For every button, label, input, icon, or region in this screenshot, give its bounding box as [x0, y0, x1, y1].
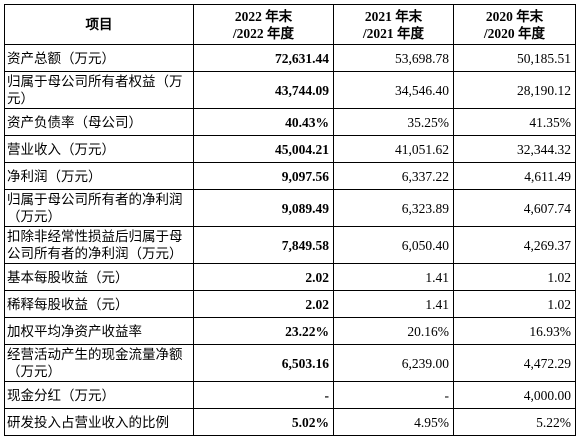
- value-cell: 9,089.49: [193, 189, 334, 227]
- value-cell: 34,546.40: [333, 71, 454, 109]
- table-row: 营业收入（万元） 45,004.21 41,051.62 32,344.32: [4, 135, 576, 163]
- row-label: 营业收入（万元）: [4, 135, 194, 163]
- row-label: 研发投入占营业收入的比例: [4, 408, 194, 436]
- value-cell: 1.02: [453, 290, 576, 318]
- row-label: 加权平均净资产收益率: [4, 317, 194, 345]
- row-label: 资产总额（万元）: [4, 44, 194, 72]
- header-row: 项目 2022 年末/2022 年度 2021 年末/2021 年度 2020 年末 /…: [4, 4, 576, 45]
- value-cell: 6,337.22: [333, 162, 454, 190]
- value-cell: 2.02: [193, 263, 334, 291]
- value-cell: 9,097.56: [193, 162, 334, 190]
- table-row: 研发投入占营业收入的比例 5.02% 4.95% 5.22%: [4, 408, 576, 436]
- value-cell: 28,190.12: [453, 71, 576, 109]
- value-cell: 4,611.49: [453, 162, 576, 190]
- financial-table: 项目 2022 年末/2022 年度 2021 年末/2021 年度 2020 年末 /…: [4, 4, 576, 436]
- value-cell: 16.93%: [453, 317, 576, 345]
- value-cell: 1.41: [333, 263, 454, 291]
- value-cell: 40.43%: [193, 108, 334, 136]
- value-cell: 72,631.44: [193, 44, 334, 72]
- value-cell: 35.25%: [333, 108, 454, 136]
- table-row: 归属于母公司所有者的净利润（万元） 9,089.49 6,323.89 4,607.7…: [4, 189, 576, 227]
- header-line: 项目: [85, 17, 113, 32]
- table-row: 资产负债率（母公司） 40.43% 35.25% 41.35%: [4, 108, 576, 136]
- header-line: 2020 年末: [485, 8, 544, 24]
- value-cell: 43,744.09: [193, 71, 334, 109]
- value-cell: 1.02: [453, 263, 576, 291]
- value-cell: 5.02%: [193, 408, 334, 436]
- value-cell: -: [193, 381, 334, 409]
- header-cell: 2022 年末/2022 年度: [193, 4, 334, 45]
- table-row: 经营活动产生的现金流量净额（万元） 6,503.16 6,239.00 4,472.2…: [4, 344, 576, 382]
- value-cell: 6,503.16: [193, 344, 334, 382]
- header-line: /2021 年度: [362, 25, 425, 41]
- value-cell: 1.41: [333, 290, 454, 318]
- value-cell: 4,607.74: [453, 189, 576, 227]
- table-row: 扣除非经常性损益后归属于母公司所有者的净利润（万元） 7,849.58 6,050.…: [4, 226, 576, 264]
- value-cell: 4,000.00: [453, 381, 576, 409]
- value-cell: 20.16%: [333, 317, 454, 345]
- value-cell: 5.22%: [453, 408, 576, 436]
- table-body: 资产总额（万元） 72,631.44 53,698.78 50,185.51 归属于母公…: [4, 44, 576, 436]
- row-label: 扣除非经常性损益后归属于母公司所有者的净利润（万元）: [4, 226, 194, 264]
- row-label: 归属于母公司所有者的净利润（万元）: [4, 189, 194, 227]
- table-row: 加权平均净资产收益率 23.22% 20.16% 16.93%: [4, 317, 576, 345]
- header-line: 2022 年末: [234, 8, 293, 24]
- table-row: 净利润（万元） 9,097.56 6,337.22 4,611.49: [4, 162, 576, 190]
- table-row: 现金分红（万元） - -4,000.00: [4, 381, 576, 409]
- header-line: 2021 年末: [364, 8, 423, 24]
- value-cell: 41,051.62: [333, 135, 454, 163]
- row-label: 资产负债率（母公司）: [4, 108, 194, 136]
- value-cell: 6,239.00: [333, 344, 454, 382]
- value-cell: 6,050.40: [333, 226, 454, 264]
- value-cell: 7,849.58: [193, 226, 334, 264]
- row-label: 净利润（万元）: [4, 162, 194, 190]
- value-cell: 4.95%: [333, 408, 454, 436]
- value-cell: 4,472.29: [453, 344, 576, 382]
- header-cell: 项目: [4, 4, 194, 45]
- row-label: 稀释每股收益（元）: [4, 290, 194, 318]
- header-cell: 2020 年末/2020 年度: [453, 4, 576, 45]
- value-cell: 41.35%: [453, 108, 576, 136]
- table-row: 资产总额（万元） 72,631.44 53,698.78 50,185.51: [4, 44, 576, 72]
- row-label: 经营活动产生的现金流量净额（万元）: [4, 344, 194, 382]
- value-cell: 50,185.51: [453, 44, 576, 72]
- value-cell: 45,004.21: [193, 135, 334, 163]
- table-row: 稀释每股收益（元） 2.02 1.41 1.02: [4, 290, 576, 318]
- header-line: /2022 年度: [232, 25, 295, 41]
- header-line: /2020 年度: [483, 25, 546, 41]
- value-cell: 23.22%: [193, 317, 334, 345]
- row-label: 基本每股收益（元）: [4, 263, 194, 291]
- value-cell: 2.02: [193, 290, 334, 318]
- table-row: 归属于母公司所有者权益（万元） 43,744.09 34,546.40 28,190.…: [4, 71, 576, 109]
- value-cell: 4,269.37: [453, 226, 576, 264]
- header-cell: 2021 年末/2021 年度: [333, 4, 454, 45]
- value-cell: 53,698.78: [333, 44, 454, 72]
- value-cell: 32,344.32: [453, 135, 576, 163]
- row-label: 现金分红（万元）: [4, 381, 194, 409]
- table-row: 基本每股收益（元） 2.02 1.41 1.02: [4, 263, 576, 291]
- row-label: 归属于母公司所有者权益（万元）: [4, 71, 194, 109]
- value-cell: -: [333, 381, 454, 409]
- value-cell: 6,323.89: [333, 189, 454, 227]
